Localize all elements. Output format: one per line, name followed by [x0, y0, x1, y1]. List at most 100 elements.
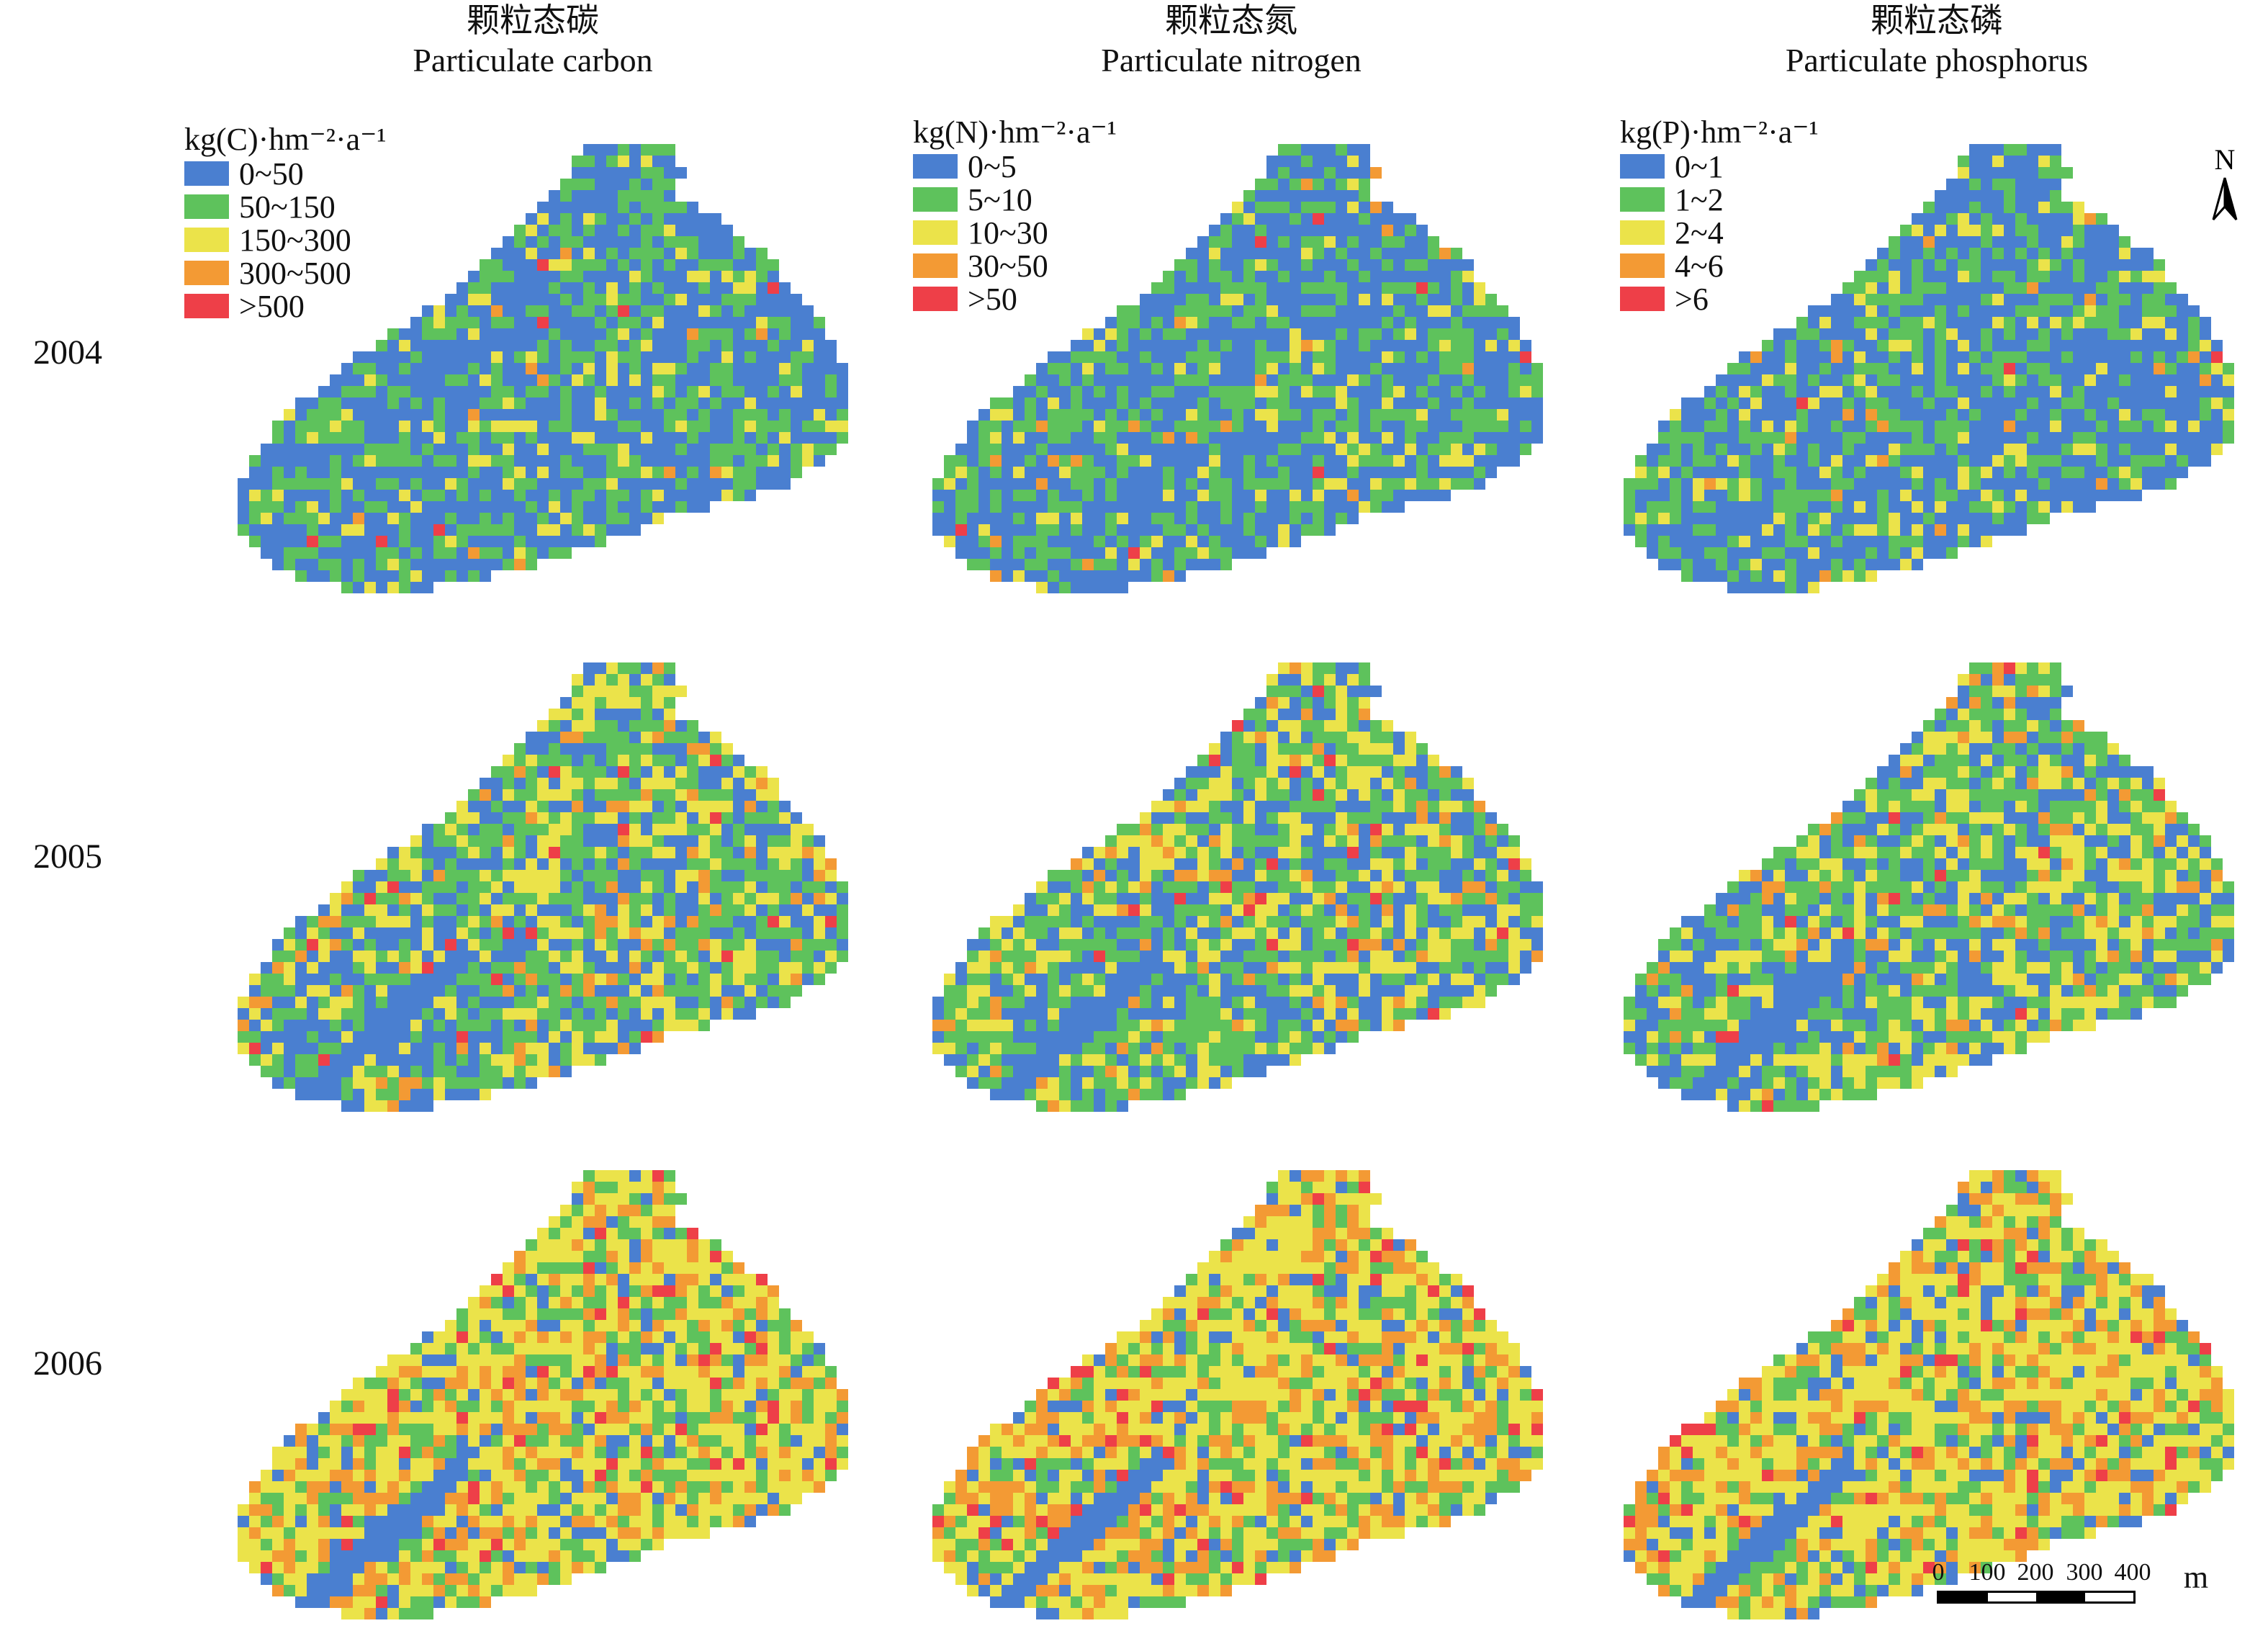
- map-cell: [1393, 386, 1405, 397]
- map-cell: [687, 824, 698, 835]
- map-cell: [468, 421, 480, 432]
- map-cell: [721, 374, 733, 386]
- map-cell: [1819, 363, 1831, 374]
- map-cell: [944, 524, 955, 536]
- map-cell: [1048, 421, 1059, 432]
- map-cell: [1831, 351, 1842, 363]
- map-cell: [2130, 294, 2142, 305]
- map-cell: [629, 951, 641, 962]
- map-cell: [1232, 259, 1243, 271]
- map-cell: [2119, 248, 2130, 259]
- map-cell: [990, 513, 1002, 524]
- map-cell: [978, 559, 990, 570]
- map-cell: [2061, 305, 2073, 317]
- map-cell: [1981, 328, 1992, 340]
- map-cell: [606, 213, 618, 225]
- map-cell: [1382, 455, 1393, 467]
- map-cell: [664, 812, 675, 824]
- map-cell: [1324, 294, 1336, 305]
- map-cell: [675, 478, 687, 490]
- map-cell: [641, 927, 652, 939]
- map-cell: [537, 490, 549, 501]
- map-cell: [445, 858, 456, 870]
- map-cell: [1290, 236, 1301, 248]
- map-cell: [1151, 524, 1163, 536]
- raster-map-2004-phosphorus: [1624, 144, 2234, 593]
- map-cell: [606, 374, 618, 386]
- map-cell: [1981, 490, 1992, 501]
- map-cell: [1439, 328, 1451, 340]
- map-cell: [1773, 363, 1785, 374]
- map-cell: [1439, 374, 1451, 386]
- map-cell: [1197, 490, 1209, 501]
- map-cell: [1128, 501, 1140, 513]
- map-cell: [422, 409, 433, 421]
- map-cell: [606, 144, 618, 156]
- map-cell: [825, 444, 837, 455]
- map-cell: [1935, 501, 1946, 513]
- map-cell: [756, 374, 768, 386]
- map-cell: [2027, 432, 2038, 444]
- map-cell: [1462, 444, 1474, 455]
- map-cell: [1842, 432, 1854, 444]
- map-cell: [629, 305, 641, 317]
- map-cell: [410, 893, 422, 904]
- map-cell: [1773, 524, 1785, 536]
- map-cell: [756, 444, 768, 455]
- map-cell: [1969, 467, 1981, 478]
- map-cell: [1071, 501, 1082, 513]
- map-cell: [295, 455, 307, 467]
- map-cell: [2004, 248, 2015, 259]
- map-cell: [1647, 513, 1658, 524]
- map-cell: [675, 812, 687, 824]
- legend-row: 0~1: [1620, 149, 1819, 184]
- map-cell: [1796, 570, 1808, 582]
- map-cell: [629, 478, 641, 490]
- map-cell: [491, 1077, 503, 1089]
- map-cell: [514, 766, 526, 778]
- map-cell: [387, 974, 399, 985]
- map-cell: [1002, 536, 1013, 547]
- map-cell: [2211, 386, 2223, 397]
- map-cell: [1681, 524, 1693, 536]
- map-cell: [2130, 467, 2142, 478]
- map-cell: [1428, 340, 1439, 351]
- map-cell: [698, 455, 710, 467]
- map-cell: [1462, 317, 1474, 328]
- map-cell: [537, 939, 549, 951]
- map-cell: [618, 432, 629, 444]
- map-cell: [1808, 513, 1819, 524]
- map-cell: [710, 421, 721, 432]
- map-cell: [318, 455, 330, 467]
- map-cell: [744, 444, 756, 455]
- map-cell: [1716, 421, 1727, 432]
- map-cell: [2188, 305, 2200, 317]
- map-cell: [687, 904, 698, 916]
- map-cell: [445, 397, 456, 409]
- map-cell: [1048, 536, 1059, 547]
- map-cell: [1002, 444, 1013, 455]
- map-cell: [330, 478, 341, 490]
- map-cell: [353, 501, 364, 513]
- map-cell: [1301, 282, 1313, 294]
- map-cell: [1002, 501, 1013, 513]
- map-cell: [1750, 490, 1762, 501]
- map-cell: [618, 927, 629, 939]
- map-cell: [433, 962, 445, 974]
- map-cell: [932, 478, 944, 490]
- map-cell: [456, 421, 468, 432]
- map-cell: [1819, 455, 1831, 467]
- map-cell: [1439, 259, 1451, 271]
- map-cell: [1428, 236, 1439, 248]
- map-cell: [1382, 259, 1393, 271]
- map-cell: [779, 858, 791, 870]
- map-cell: [410, 974, 422, 985]
- map-cell: [652, 709, 664, 720]
- map-cell: [572, 167, 583, 179]
- map-cell: [641, 432, 652, 444]
- map-cell: [399, 1066, 410, 1077]
- map-cell: [698, 248, 710, 259]
- map-cell: [468, 409, 480, 421]
- map-cell: [583, 248, 595, 259]
- map-cell: [990, 444, 1002, 455]
